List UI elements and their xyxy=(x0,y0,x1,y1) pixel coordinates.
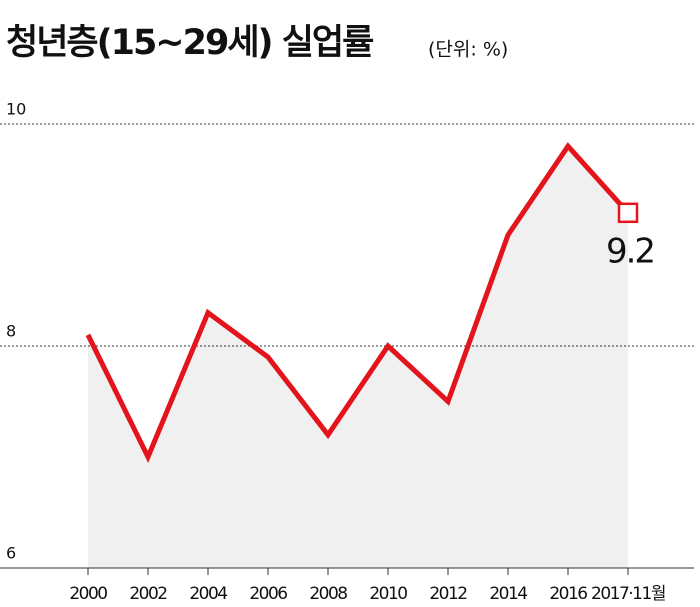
x-tick-label: 2010 xyxy=(369,584,407,604)
chart-title: 청년층(15~29세) 실업률 xyxy=(6,23,373,63)
x-tick-label: 2002 xyxy=(129,584,167,604)
value-label: 9.2 xyxy=(606,231,654,271)
x-tick-label: 2017·11월 xyxy=(591,584,665,604)
x-tick-label: 2006 xyxy=(249,584,287,604)
chart-subtitle: (단위: %) xyxy=(428,39,508,61)
x-tick-label: 2014 xyxy=(489,584,527,604)
end-marker xyxy=(617,202,639,224)
x-tick-label: 2004 xyxy=(189,584,227,604)
x-tick-label: 2012 xyxy=(429,584,467,604)
y-tick-label: 10 xyxy=(6,100,26,119)
area xyxy=(88,146,628,568)
line xyxy=(85,142,630,464)
y-tick-label: 8 xyxy=(6,322,16,341)
x-tick-label: 2000 xyxy=(69,584,107,604)
y-tick-label: 6 xyxy=(6,544,16,563)
x-tick-label: 2016 xyxy=(549,584,587,604)
x-tick-label: 2008 xyxy=(309,584,347,604)
